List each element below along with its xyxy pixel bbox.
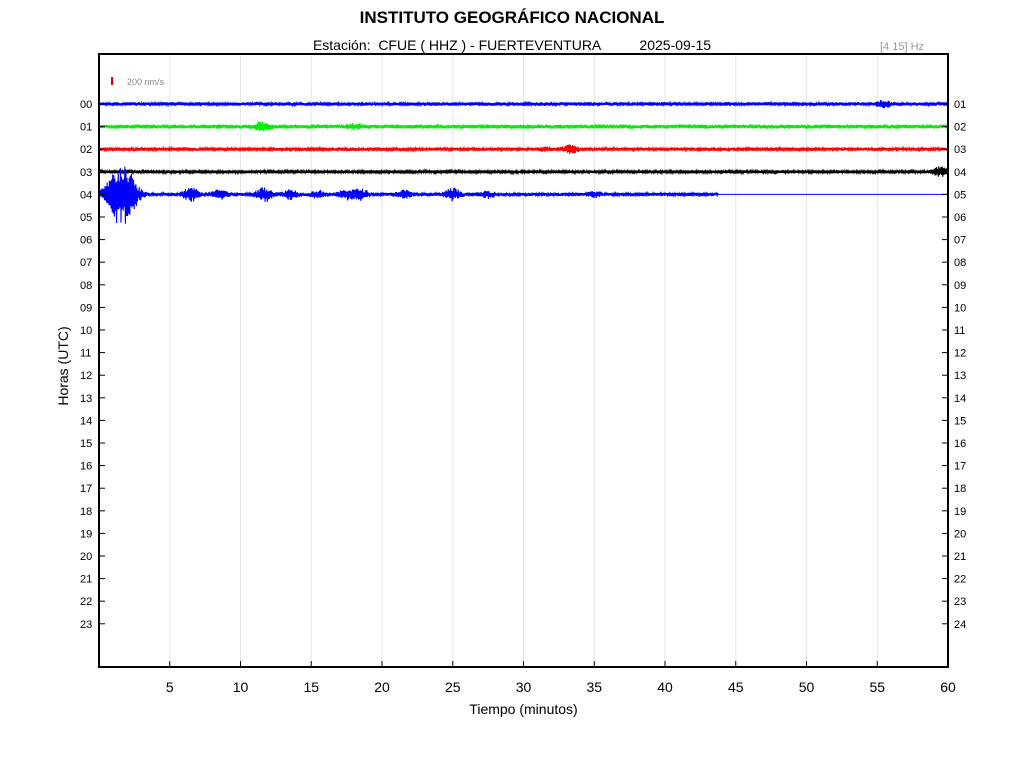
x-tick-label: 40 bbox=[657, 679, 673, 695]
seismic-trace-03 bbox=[98, 166, 949, 177]
y-tick-label-left: 13 bbox=[80, 393, 92, 405]
y-tick-label-left: 04 bbox=[80, 189, 92, 201]
filter-band: [4 15] Hz bbox=[880, 41, 925, 53]
scale-bar-label: 200 nm/s bbox=[127, 77, 165, 87]
y-tick-label-right: 04 bbox=[954, 167, 966, 179]
y-tick-label-left: 09 bbox=[80, 302, 92, 314]
y-tick-label-right: 05 bbox=[954, 189, 966, 201]
y-tick-label-left: 17 bbox=[80, 483, 92, 495]
x-tick-label: 15 bbox=[303, 679, 319, 695]
station-label: Estación: bbox=[312, 37, 371, 53]
y-tick-label-left: 02 bbox=[80, 144, 92, 156]
y-tick-label-right: 11 bbox=[954, 325, 965, 337]
y-axis-label: Horas (UTC) bbox=[55, 326, 71, 405]
y-tick-label-left: 20 bbox=[80, 551, 92, 563]
x-tick-label: 60 bbox=[940, 679, 956, 695]
y-tick-label-left: 10 bbox=[80, 325, 92, 337]
y-tick-label-left: 07 bbox=[80, 257, 92, 269]
scale-bar bbox=[111, 77, 114, 85]
y-tick-label-right: 21 bbox=[954, 551, 966, 563]
y-tick-label-left: 08 bbox=[80, 280, 92, 292]
y-tick-label-left: 00 bbox=[80, 99, 92, 111]
y-tick-label-left: 12 bbox=[80, 370, 92, 382]
y-tick-label-right: 09 bbox=[954, 280, 966, 292]
y-tick-label-right: 20 bbox=[954, 528, 966, 540]
y-tick-label-right: 03 bbox=[954, 144, 966, 156]
y-tick-label-right: 08 bbox=[954, 257, 966, 269]
y-tick-label-right: 12 bbox=[954, 348, 966, 360]
y-tick-label-left: 05 bbox=[80, 212, 92, 224]
y-tick-label-right: 14 bbox=[954, 393, 966, 405]
seismic-trace-02 bbox=[98, 144, 949, 155]
x-tick-label: 25 bbox=[445, 679, 461, 695]
x-tick-label: 20 bbox=[374, 679, 390, 695]
y-tick-label-left: 22 bbox=[80, 596, 92, 608]
y-tick-label-right: 18 bbox=[954, 483, 966, 495]
y-tick-label-right: 22 bbox=[954, 574, 966, 586]
chart-title: INSTITUTO GEOGRÁFICO NACIONAL bbox=[359, 8, 665, 27]
station-name: CFUE ( HHZ ) - FUERTEVENTURA bbox=[378, 37, 601, 53]
y-tick-label-left: 21 bbox=[80, 574, 92, 586]
recording-date: 2025-09-15 bbox=[639, 37, 712, 53]
x-tick-label: 30 bbox=[516, 679, 532, 695]
x-tick-label: 35 bbox=[586, 679, 602, 695]
y-tick-label-right: 10 bbox=[954, 302, 966, 314]
x-axis-label: Tiempo (minutos) bbox=[469, 701, 577, 717]
x-tick-label: 50 bbox=[799, 679, 815, 695]
y-tick-label-right: 19 bbox=[954, 506, 966, 518]
y-tick-label-left: 23 bbox=[80, 619, 92, 631]
x-tick-label: 10 bbox=[233, 679, 249, 695]
x-tick-label: 45 bbox=[728, 679, 744, 695]
y-tick-label-right: 13 bbox=[954, 370, 966, 382]
y-tick-label-right: 24 bbox=[954, 619, 966, 631]
y-tick-label-right: 15 bbox=[954, 415, 966, 427]
y-tick-label-left: 15 bbox=[80, 438, 92, 450]
seismic-trace-01 bbox=[98, 121, 949, 132]
y-tick-label-right: 02 bbox=[954, 122, 966, 134]
y-tick-label-right: 17 bbox=[954, 461, 966, 473]
x-tick-label: 5 bbox=[166, 679, 174, 695]
y-tick-label-right: 07 bbox=[954, 235, 966, 247]
seismic-trace-00 bbox=[98, 100, 949, 109]
y-tick-label-left: 16 bbox=[80, 461, 92, 473]
y-tick-label-right: 16 bbox=[954, 438, 966, 450]
x-tick-label: 55 bbox=[869, 679, 885, 695]
y-tick-label-left: 19 bbox=[80, 528, 92, 540]
y-tick-label-right: 23 bbox=[954, 596, 966, 608]
y-tick-label-left: 14 bbox=[80, 415, 92, 427]
y-tick-label-left: 11 bbox=[80, 348, 91, 360]
y-tick-label-left: 06 bbox=[80, 235, 92, 247]
chart-subtitle: Estación: CFUE ( HHZ ) - FUERTEVENTURA 2… bbox=[0, 37, 1024, 53]
y-tick-label-left: 01 bbox=[80, 122, 92, 134]
y-tick-label-right: 01 bbox=[954, 99, 966, 111]
seismic-trace-04 bbox=[98, 166, 719, 224]
y-tick-label-left: 03 bbox=[80, 167, 92, 179]
y-tick-label-right: 06 bbox=[954, 212, 966, 224]
y-tick-label-left: 18 bbox=[80, 506, 92, 518]
